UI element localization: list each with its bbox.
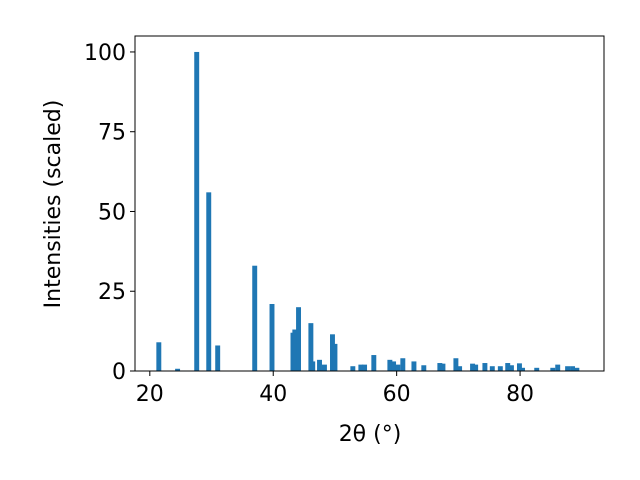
plot-frame xyxy=(134,35,605,372)
bar xyxy=(550,367,556,371)
bar xyxy=(387,359,393,371)
y-tick-label: 75 xyxy=(98,121,126,146)
bar xyxy=(296,307,302,371)
y-tick-label: 50 xyxy=(98,200,126,225)
x-tick-label: 40 xyxy=(259,382,287,407)
bar xyxy=(555,364,561,371)
bar xyxy=(362,364,368,371)
bar xyxy=(252,265,258,371)
bar xyxy=(574,367,580,371)
bar xyxy=(482,363,488,371)
bar xyxy=(310,361,316,371)
bar xyxy=(421,365,427,371)
x-tick-label: 60 xyxy=(383,382,411,407)
bar xyxy=(292,329,298,371)
bar xyxy=(269,304,275,371)
bar xyxy=(565,366,571,371)
bar xyxy=(400,358,406,371)
bar xyxy=(194,51,200,371)
bar xyxy=(470,363,476,371)
bar xyxy=(175,368,181,371)
bar xyxy=(508,365,514,371)
bar xyxy=(395,364,401,371)
bar xyxy=(358,364,364,371)
bar xyxy=(332,343,338,371)
bar xyxy=(411,361,417,371)
bar xyxy=(473,364,479,371)
bar xyxy=(570,366,575,371)
x-axis-label: 2θ (°) xyxy=(339,422,402,447)
bar xyxy=(520,367,526,371)
bar xyxy=(308,323,314,371)
bar xyxy=(489,366,495,371)
x-tick-label: 20 xyxy=(136,382,164,407)
y-tick-label: 25 xyxy=(98,280,126,305)
bar xyxy=(534,367,540,371)
bar xyxy=(215,345,221,371)
bar xyxy=(505,363,511,371)
y-axis-label: Intensities (scaled) xyxy=(41,100,66,309)
bar xyxy=(437,363,443,371)
bar xyxy=(206,192,212,371)
bar xyxy=(457,366,463,371)
bar xyxy=(156,342,162,371)
bar xyxy=(497,366,503,371)
bar xyxy=(440,363,446,371)
bar xyxy=(317,359,322,371)
bar xyxy=(321,364,327,371)
bar xyxy=(371,355,377,371)
bar xyxy=(453,358,459,371)
y-tick-label: 0 xyxy=(112,360,126,385)
bar xyxy=(330,334,335,371)
bar xyxy=(516,363,522,371)
bar xyxy=(391,361,397,371)
y-tick-label: 100 xyxy=(84,41,126,66)
x-tick-label: 80 xyxy=(506,382,534,407)
bar xyxy=(350,366,356,371)
